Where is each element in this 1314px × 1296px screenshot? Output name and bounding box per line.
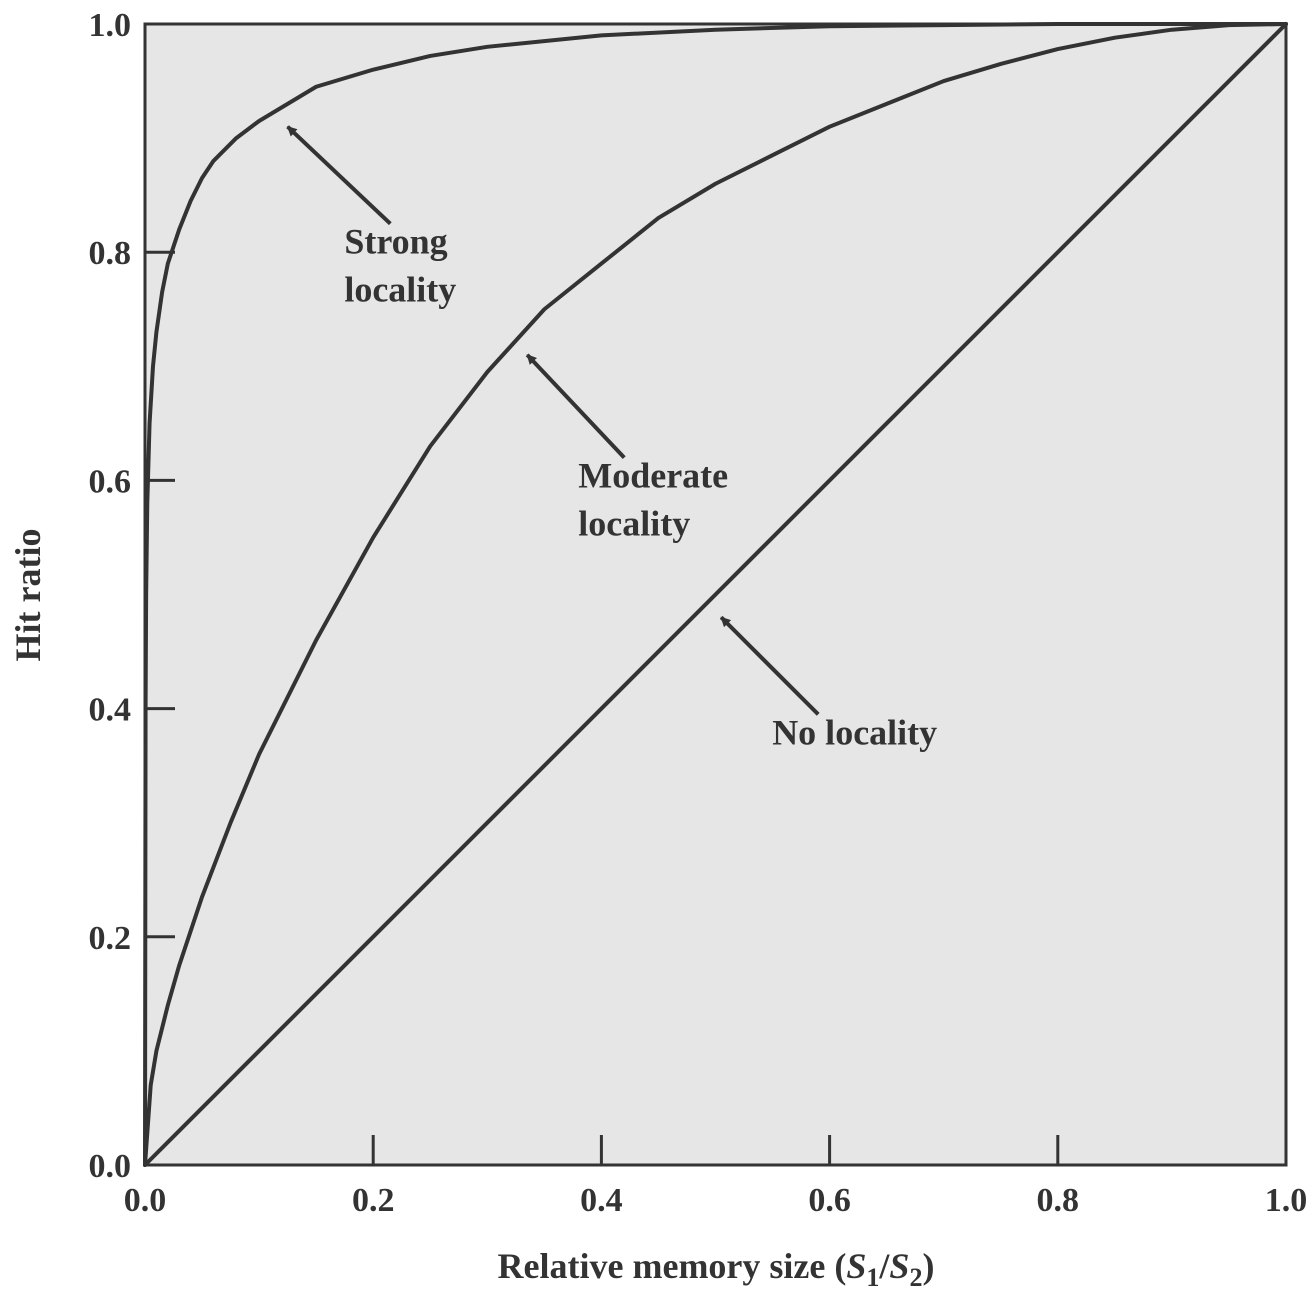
series-lines bbox=[143, 22, 1288, 1167]
y-axis-title: Hit ratio bbox=[8, 529, 48, 662]
annotation-arrow bbox=[286, 125, 392, 226]
x-tick-label: 1.0 bbox=[1265, 1182, 1308, 1219]
y-tick-label: 0.8 bbox=[89, 235, 132, 272]
annotations: Strong locality Moderate locality No localit… bbox=[286, 125, 937, 752]
x-tick-label: 0.4 bbox=[580, 1182, 623, 1219]
annotation-arrow bbox=[525, 353, 626, 459]
annotation-label: Strong bbox=[344, 222, 447, 262]
annotation-label: locality bbox=[344, 270, 456, 310]
y-tick-label: 0.2 bbox=[89, 920, 132, 957]
x-axis-title: Relative memory size (S1/S2) bbox=[498, 1246, 935, 1292]
series-line-strong-locality bbox=[143, 22, 1288, 1167]
y-tick-label: 1.0 bbox=[89, 7, 132, 44]
x-tick-label: 0.2 bbox=[352, 1182, 395, 1219]
series-line-no-locality bbox=[143, 22, 1288, 1167]
x-tick-label: 0.6 bbox=[808, 1182, 851, 1219]
y-tick-label: 0.0 bbox=[89, 1148, 132, 1185]
annotation-arrow bbox=[719, 615, 820, 716]
annotation-label: locality bbox=[578, 504, 690, 544]
y-tick-label: 0.6 bbox=[89, 463, 132, 500]
series-line-moderate-locality bbox=[143, 22, 1288, 1167]
y-tick-label: 0.4 bbox=[89, 692, 132, 729]
annotation-label: Moderate bbox=[578, 456, 728, 496]
axis-ticks bbox=[145, 250, 1060, 1165]
x-tick-label: 0.0 bbox=[124, 1182, 167, 1219]
x-tick-label: 0.8 bbox=[1037, 1182, 1080, 1219]
axis-tick-labels: 0.0 0.2 0.4 0.6 0.8 1.0 0.0 0.2 0.4 0.6 0.8 1.0 bbox=[89, 7, 1308, 1219]
annotation-label: No locality bbox=[772, 712, 937, 752]
